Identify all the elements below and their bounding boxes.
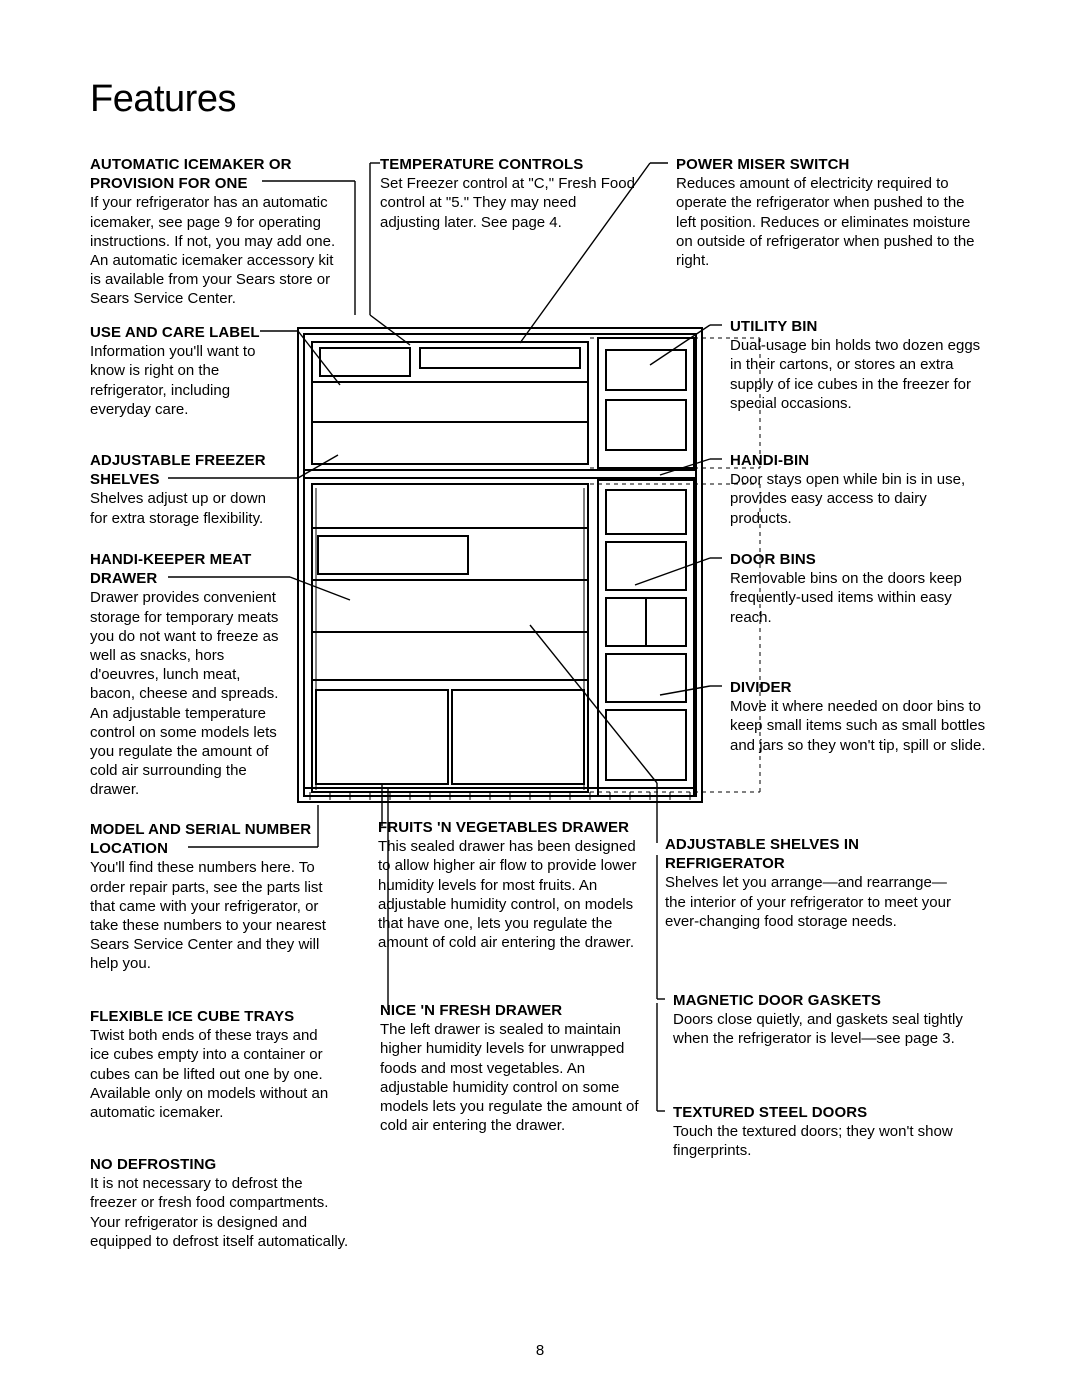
feature-body: You'll find these numbers here. To order…: [90, 858, 335, 973]
feature-title: ADJUSTABLE FREEZER SHELVES: [90, 451, 285, 489]
feature-title: MAGNETIC DOOR GASKETS: [673, 991, 973, 1010]
content-area: AUTOMATIC ICEMAKER OR PROVISION FOR ONE …: [90, 155, 1000, 1312]
feature-nice-fresh: NICE 'N FRESH DRAWER The left drawer is …: [380, 1001, 650, 1135]
page-title: Features: [90, 78, 1000, 121]
feature-meat-drawer: HANDI-KEEPER MEAT DRAWER Drawer provides…: [90, 550, 285, 799]
feature-no-defrost: NO DEFROSTING It is not necessary to def…: [90, 1155, 350, 1251]
feature-body: This sealed drawer has been designed to …: [378, 837, 646, 952]
feature-freezer-shelves: ADJUSTABLE FREEZER SHELVES Shelves adjus…: [90, 451, 285, 528]
feature-body: Doors close quietly, and gaskets seal ti…: [673, 1010, 973, 1048]
feature-title: USE AND CARE LABEL: [90, 323, 280, 342]
feature-temp-controls: TEMPERATURE CONTROLS Set Freezer control…: [380, 155, 640, 232]
feature-power-miser: POWER MISER SWITCH Reduces amount of ele…: [676, 155, 986, 270]
feature-body: It is not necessary to defrost the freez…: [90, 1174, 350, 1251]
feature-title: HANDI-KEEPER MEAT DRAWER: [90, 550, 285, 588]
feature-body: Twist both ends of these trays and ice c…: [90, 1026, 340, 1122]
feature-body: Set Freezer control at "C," Fresh Food c…: [380, 174, 640, 232]
feature-use-care: USE AND CARE LABEL Information you'll wa…: [90, 323, 280, 419]
feature-icemaker: AUTOMATIC ICEMAKER OR PROVISION FOR ONE …: [90, 155, 340, 309]
feature-title: POWER MISER SWITCH: [676, 155, 986, 174]
feature-title: ADJUSTABLE SHELVES IN REFRIGERATOR: [665, 835, 965, 873]
feature-body: If your refrigerator has an automatic ic…: [90, 193, 340, 308]
feature-ice-trays: FLEXIBLE ICE CUBE TRAYS Twist both ends …: [90, 1007, 340, 1122]
feature-body: Information you'll want to know is right…: [90, 342, 280, 419]
feature-body: Shelves let you arrange—and rearrange—th…: [665, 873, 965, 931]
manual-page: Features AUTOMATIC ICEMAKER OR PROVISION…: [0, 0, 1080, 1375]
page-number: 8: [0, 1342, 1080, 1359]
feature-title: FLEXIBLE ICE CUBE TRAYS: [90, 1007, 340, 1026]
feature-title: NO DEFROSTING: [90, 1155, 350, 1174]
feature-body: Shelves adjust up or down for extra stor…: [90, 489, 285, 527]
feature-adj-shelves: ADJUSTABLE SHELVES IN REFRIGERATOR Shelv…: [665, 835, 965, 931]
feature-title: TEXTURED STEEL DOORS: [673, 1103, 973, 1122]
feature-fruits-veg: FRUITS 'N VEGETABLES DRAWER This sealed …: [378, 818, 646, 952]
feature-title: MODEL AND SERIAL NUMBER LOCATION: [90, 820, 335, 858]
feature-model-serial: MODEL AND SERIAL NUMBER LOCATION You'll …: [90, 820, 335, 974]
feature-title: FRUITS 'N VEGETABLES DRAWER: [378, 818, 646, 837]
feature-title: NICE 'N FRESH DRAWER: [380, 1001, 650, 1020]
feature-title: AUTOMATIC ICEMAKER OR PROVISION FOR ONE: [90, 155, 340, 193]
feature-textured-doors: TEXTURED STEEL DOORS Touch the textured …: [673, 1103, 973, 1161]
feature-gaskets: MAGNETIC DOOR GASKETS Doors close quietl…: [673, 991, 973, 1049]
feature-body: Reduces amount of electricity required t…: [676, 174, 986, 270]
feature-body: Touch the textured doors; they won't sho…: [673, 1122, 973, 1160]
feature-body: The left drawer is sealed to maintain hi…: [380, 1020, 650, 1135]
refrigerator-diagram: [290, 320, 800, 810]
feature-body: Drawer provides convenient storage for t…: [90, 588, 285, 799]
feature-title: TEMPERATURE CONTROLS: [380, 155, 640, 174]
